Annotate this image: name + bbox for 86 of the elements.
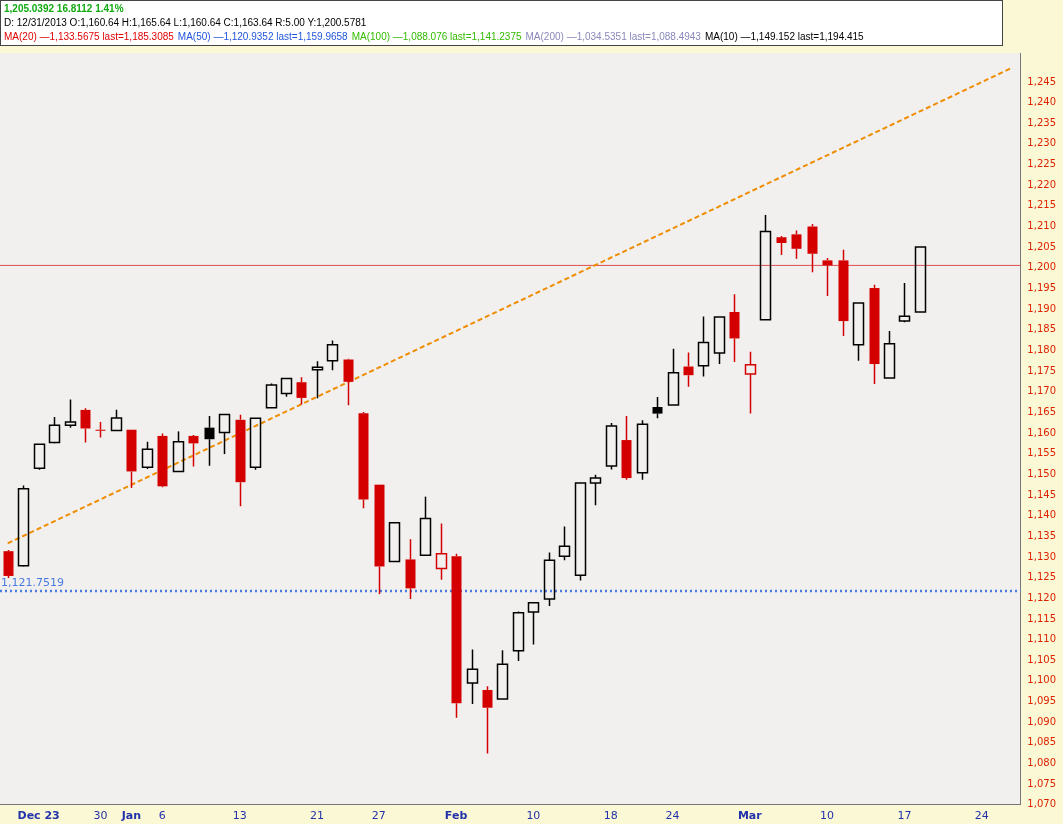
y-tick-label: 1,205 [1027, 240, 1057, 252]
candlestick [188, 435, 199, 468]
y-tick-label: 1,075 [1027, 777, 1057, 789]
y-tick-label: 1,215 [1027, 199, 1057, 211]
y-tick-label: 1,145 [1027, 488, 1057, 500]
chart-title: 1,205.0392 16.8112 1.41% [4, 2, 125, 16]
candlestick [838, 248, 849, 337]
y-tick-label: 1,110 [1027, 633, 1057, 645]
candlestick [697, 315, 710, 378]
candlestick [218, 413, 231, 455]
candlestick [621, 415, 632, 481]
y-tick-label: 1,115 [1027, 612, 1057, 624]
candlestick [343, 359, 354, 407]
x-tick-label: 24 [665, 809, 680, 823]
y-tick-label: 1,125 [1027, 571, 1057, 583]
y-tick-label: 1,195 [1027, 282, 1057, 294]
candlestick [869, 283, 880, 385]
x-tick-label: 27 [371, 809, 386, 823]
x-tick-label: 10 [526, 809, 541, 823]
y-tick-label: 1,190 [1027, 302, 1057, 314]
x-tick-label: 10 [820, 809, 835, 823]
y-tick-label: 1,185 [1027, 323, 1057, 335]
y-tick-label: 1,100 [1027, 674, 1057, 686]
x-tick-label: Feb [444, 809, 468, 823]
text: MA(20) —1,133.5675 last=1,185.3085 [4, 31, 174, 42]
x-tick-label: 18 [603, 809, 618, 823]
candlestick [466, 648, 479, 705]
candlestick [419, 495, 432, 557]
candlestick [898, 282, 911, 322]
y-tick-label: 1,225 [1027, 158, 1057, 170]
y-tick-label: 1,130 [1027, 550, 1057, 562]
candlestick [482, 685, 493, 755]
text: MA(200) —1,034.5351 last=1,088.4943 [525, 31, 701, 42]
candlestick [204, 415, 215, 467]
candlestick [64, 398, 77, 429]
candlestick [374, 484, 385, 595]
y-tick-label: 1,150 [1027, 467, 1057, 479]
y-tick-label: 1,235 [1027, 116, 1057, 128]
x-tick-label: 13 [232, 809, 247, 823]
y-tick-label: 1,240 [1027, 96, 1057, 108]
y-tick-label: 1,155 [1027, 447, 1057, 459]
candlestick [435, 522, 448, 581]
candlestick [589, 474, 602, 507]
candlestick [807, 223, 818, 274]
text: MA(50) —1,120.9352 last=1,159.9658 [177, 31, 348, 42]
x-tick-label: Dec 23 [17, 809, 60, 823]
text: MA(100) —1,088.076 last=1,141.2375 [351, 31, 522, 42]
candlestick [527, 602, 540, 646]
y-tick-label: 1,070 [1027, 798, 1057, 810]
candlestick [558, 525, 571, 562]
text: MA(10) —1,149.152 last=1,194.415 [704, 31, 864, 42]
x-tick-label: 17 [897, 809, 912, 823]
y-tick-label: 1,120 [1027, 591, 1057, 603]
y-tick-label: 1,170 [1027, 385, 1057, 397]
ref-line-label: 1,121.7519 [1, 576, 64, 590]
x-tick-label: 24 [974, 809, 989, 823]
y-tick-label: 1,135 [1027, 529, 1057, 541]
candlestick [667, 348, 680, 406]
candlestick [729, 293, 740, 363]
y-tick-label: 1,140 [1027, 509, 1057, 521]
y-tick-label: 1,210 [1027, 220, 1057, 232]
y-tick-label: 1,180 [1027, 344, 1057, 356]
y-tick-label: 1,165 [1027, 405, 1057, 417]
x-tick-label: 6 [158, 809, 166, 823]
x-tick-label: Jan [120, 809, 142, 823]
candlestick [683, 351, 694, 388]
x-tick-label: Mar [737, 809, 763, 823]
y-tick-label: 1,200 [1027, 261, 1057, 273]
x-tick-label: 30 [93, 809, 108, 823]
candlestick [822, 257, 833, 297]
chart-subtitle: D: 12/31/2013 O:1,160.64 H:1,165.64 L:1,160.64 C:1,163.64 R:5.00 Y:1,200.5781 [4, 16, 368, 30]
y-tick-label: 1,105 [1027, 653, 1057, 665]
y-tick-label: 1,160 [1027, 426, 1057, 438]
y-tick-label: 1,220 [1027, 178, 1057, 190]
candlestick [311, 360, 324, 400]
y-tick-label: 1,095 [1027, 695, 1057, 707]
y-tick-label: 1,080 [1027, 757, 1057, 769]
y-tick-label: 1,085 [1027, 736, 1057, 748]
x-tick-label: 21 [309, 809, 324, 823]
candlestick [235, 414, 246, 507]
y-tick-label: 1,090 [1027, 715, 1057, 727]
candlestick [405, 538, 416, 600]
candlestick [744, 350, 757, 415]
y-tick-label: 1,245 [1027, 75, 1057, 87]
y-tick-label: 1,175 [1027, 364, 1057, 376]
y-tick-label: 1,230 [1027, 137, 1057, 149]
